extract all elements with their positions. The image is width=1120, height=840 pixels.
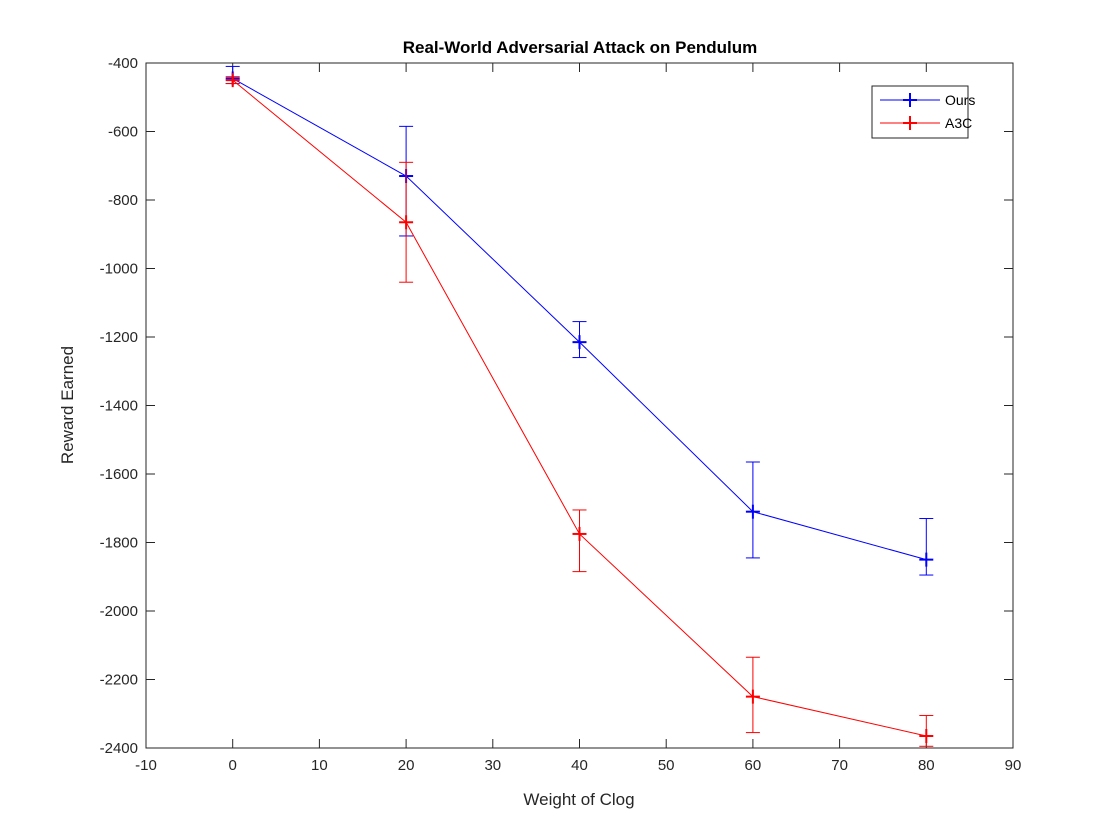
legend: Ours A3C [871,85,975,139]
y-tick-label: -600 [108,124,138,141]
y-tick-label: -2000 [100,603,138,620]
y-tick-label: -1400 [100,398,138,415]
legend-label-ours: Ours [945,92,975,108]
y-tick-label: -1200 [100,329,138,346]
x-tick-label: 60 [745,757,762,774]
x-tick-label: -10 [135,757,157,774]
legend-box [871,85,969,139]
axes-box [145,62,1014,749]
chart-title: Real-World Adversarial Attack on Pendulu… [403,38,758,57]
y-tick-label: -400 [108,55,138,72]
x-tick-label: 50 [658,757,675,774]
x-tick-label: 10 [311,757,328,774]
y-tick-label: -1800 [100,535,138,552]
series-ours [225,65,934,576]
y-axis-label: Reward Earned [58,346,77,464]
x-tick-label: 70 [831,757,848,774]
series-line-a3c [232,79,927,737]
x-tick-label: 80 [918,757,935,774]
y-tick-label: -2400 [100,740,138,757]
x-tick-label: 20 [398,757,415,774]
y-tick-label: -2200 [100,672,138,689]
x-tick-label: 0 [229,757,237,774]
y-tick-label: -1600 [100,466,138,483]
x-axis-label: Weight of Clog [523,790,634,809]
series-a3c [225,73,934,747]
x-tick-label: 90 [1005,757,1022,774]
y-tick-label: -1000 [100,261,138,278]
x-tick-label: 30 [484,757,501,774]
x-tick-label: 40 [571,757,588,774]
plot-area: -10 0 10 20 30 40 50 60 70 80 90 -400 -600 -800 -1000 -… [100,55,1022,774]
series-line-ours [232,77,927,561]
legend-label-a3c: A3C [945,115,972,131]
y-tick-label: -800 [108,192,138,209]
